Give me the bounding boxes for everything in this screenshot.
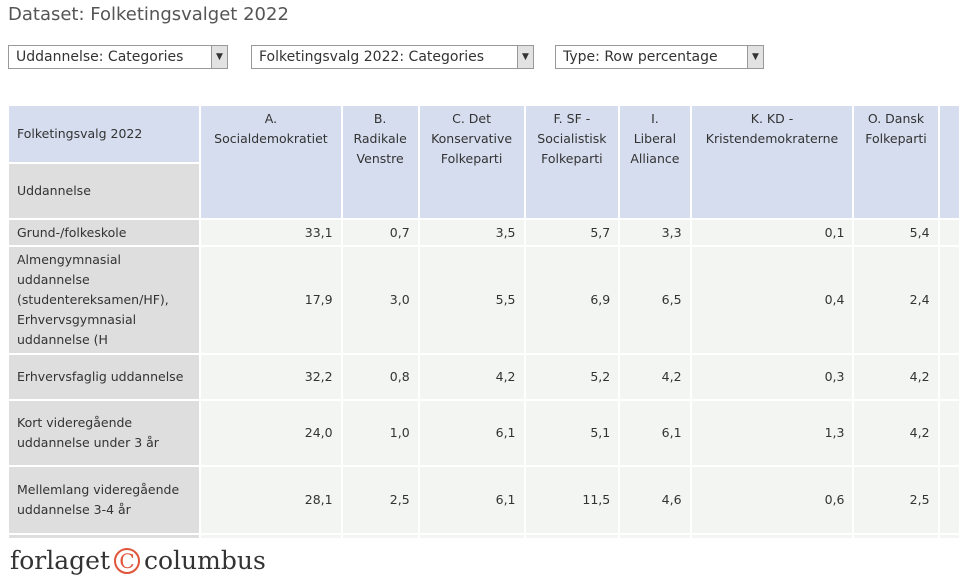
crosstab-table-container: Folketingsvalg 2022 A. Socialdemokratiet… <box>7 104 961 538</box>
column-header: K. KD - Kristendemokraterne <box>691 106 853 218</box>
row-dimension-label: Uddannelse <box>9 164 200 218</box>
table-cell-partial <box>691 535 853 538</box>
table-cell-partial <box>939 247 959 353</box>
table-cell: 3,5 <box>419 220 524 245</box>
logo-text-right: columbus <box>144 546 266 575</box>
table-cell: 6,1 <box>419 467 524 533</box>
table-cell: 4,2 <box>620 355 690 399</box>
row-label: Erhvervsfaglig uddannelse <box>9 355 200 399</box>
table-row: Erhvervsfaglig uddannelse 32,2 0,8 4,2 5,2 4,… <box>9 355 959 399</box>
folketingsvalg-select-value: Folketingsvalg 2022: Categories <box>259 49 485 65</box>
table-cell: 11,5 <box>525 467 619 533</box>
chevron-down-icon[interactable]: ▼ <box>211 46 227 68</box>
row-label: Mellemlang videregående uddannelse 3-4 å… <box>9 467 200 533</box>
table-cell: 5,7 <box>525 220 619 245</box>
table-row: Kort videregående uddannelse under 3 år 2… <box>9 401 959 465</box>
chevron-down-icon[interactable]: ▼ <box>747 46 763 68</box>
table-cell: 2,4 <box>854 247 938 353</box>
table-cell-partial <box>939 355 959 399</box>
table-cell-partial <box>939 535 959 538</box>
column-header: C. Det Konservative Folkeparti <box>419 106 524 218</box>
table-cell: 4,2 <box>854 355 938 399</box>
crosstab-table: Folketingsvalg 2022 A. Socialdemokratiet… <box>7 104 961 538</box>
table-cell: 4,2 <box>854 401 938 465</box>
column-header-partial <box>939 106 959 218</box>
table-cell-partial <box>201 535 341 538</box>
table-row: Grund-/folkeskole 33,1 0,7 3,5 5,7 3,3 0,1 5,4 <box>9 220 959 245</box>
table-cell: 0,1 <box>691 220 853 245</box>
table-cell: 32,2 <box>201 355 341 399</box>
column-header: I. Liberal Alliance <box>620 106 690 218</box>
table-cell: 5,4 <box>854 220 938 245</box>
table-cell-partial <box>939 401 959 465</box>
table-cell: 0,7 <box>342 220 418 245</box>
table-cell: 6,1 <box>419 401 524 465</box>
folketingsvalg-select[interactable]: Folketingsvalg 2022: Categories ▼ <box>251 45 534 69</box>
table-cell: 1,0 <box>342 401 418 465</box>
table-cell-partial <box>342 535 418 538</box>
table-row-partial <box>9 535 959 538</box>
table-cell: 6,9 <box>525 247 619 353</box>
table-cell: 6,5 <box>620 247 690 353</box>
table-cell: 33,1 <box>201 220 341 245</box>
table-cell-partial <box>419 535 524 538</box>
row-label: Grund-/folkeskole <box>9 220 200 245</box>
table-cell: 4,2 <box>419 355 524 399</box>
table-cell: 5,2 <box>525 355 619 399</box>
row-label: Kort videregående uddannelse under 3 år <box>9 401 200 465</box>
row-label: Almengymnasial uddannelse (studentereksa… <box>9 247 200 353</box>
table-cell: 0,4 <box>691 247 853 353</box>
table-cell-partial <box>9 535 200 538</box>
column-header: O. Dansk Folkeparti <box>854 106 938 218</box>
chevron-down-icon[interactable]: ▼ <box>517 46 533 68</box>
column-header: B. Radikale Venstre <box>342 106 418 218</box>
table-cell: 3,3 <box>620 220 690 245</box>
table-cell: 17,9 <box>201 247 341 353</box>
table-cell: 4,6 <box>620 467 690 533</box>
table-cell: 3,0 <box>342 247 418 353</box>
table-cell: 1,3 <box>691 401 853 465</box>
column-header: F. SF - Socialistisk Folkeparti <box>525 106 619 218</box>
table-cell-partial <box>939 467 959 533</box>
table-cell: 2,5 <box>342 467 418 533</box>
column-dimension-label: Folketingsvalg 2022 <box>9 106 200 162</box>
type-select[interactable]: Type: Row percentage ▼ <box>555 45 764 69</box>
table-cell: 0,8 <box>342 355 418 399</box>
table-cell: 0,3 <box>691 355 853 399</box>
table-cell: 24,0 <box>201 401 341 465</box>
copyright-circle-icon: C <box>114 547 140 574</box>
table-cell: 0,6 <box>691 467 853 533</box>
table-cell-partial <box>620 535 690 538</box>
type-select-value: Type: Row percentage <box>563 49 718 65</box>
table-cell: 5,5 <box>419 247 524 353</box>
table-row: Almengymnasial uddannelse (studentereksa… <box>9 247 959 353</box>
logo-text-left: forlaget <box>10 546 110 575</box>
table-cell: 6,1 <box>620 401 690 465</box>
column-header: A. Socialdemokratiet <box>201 106 341 218</box>
table-cell: 28,1 <box>201 467 341 533</box>
table-cell: 2,5 <box>854 467 938 533</box>
forlaget-columbus-logo: forlaget C columbus <box>10 546 266 575</box>
table-cell-partial <box>939 220 959 245</box>
uddannelse-select-value: Uddannelse: Categories <box>16 49 184 65</box>
page-title: Dataset: Folketingsvalget 2022 <box>8 4 289 25</box>
table-cell-partial <box>854 535 938 538</box>
uddannelse-select[interactable]: Uddannelse: Categories ▼ <box>8 45 228 69</box>
table-cell: 5,1 <box>525 401 619 465</box>
table-cell-partial <box>525 535 619 538</box>
table-row: Mellemlang videregående uddannelse 3-4 å… <box>9 467 959 533</box>
